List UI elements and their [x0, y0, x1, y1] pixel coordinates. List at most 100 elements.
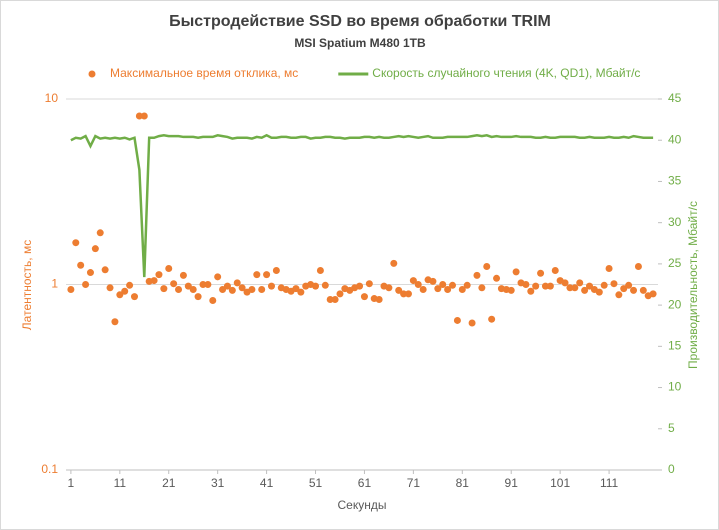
scatter-point — [493, 274, 501, 282]
scatter-point — [209, 296, 217, 304]
y2-tick-label: 30 — [668, 215, 682, 229]
scatter-point — [165, 264, 173, 272]
y-axis-label: Латентность, мс — [20, 240, 34, 330]
scatter-point — [228, 286, 236, 294]
scatter-point — [449, 281, 457, 289]
scatter-point — [439, 281, 447, 288]
scatter-point — [116, 291, 124, 299]
y2-axis-label: Производительность, Мбайт/с — [686, 201, 700, 369]
x-tick-label: 21 — [162, 476, 176, 490]
scatter-point — [463, 281, 471, 289]
scatter-point — [91, 245, 99, 253]
scatter-point — [478, 284, 486, 292]
x-tick-label: 71 — [407, 476, 421, 490]
scatter-point — [419, 285, 427, 293]
y2-tick-label: 10 — [668, 380, 682, 394]
scatter-point — [586, 282, 594, 290]
x-tick-label: 61 — [358, 476, 372, 490]
scatter-point — [96, 229, 104, 237]
scatter-point — [625, 281, 633, 289]
scatter-point — [571, 284, 579, 292]
scatter-point — [121, 287, 129, 295]
scatter-point — [219, 285, 227, 293]
y2-tick-label: 0 — [668, 462, 675, 476]
scatter-point — [292, 285, 300, 293]
scatter-point — [336, 290, 344, 298]
scatter-point — [331, 296, 339, 304]
y2-tick-label: 5 — [668, 421, 675, 435]
scatter-point — [360, 293, 368, 301]
x-tick-label: 41 — [260, 476, 274, 490]
scatter-point — [150, 277, 158, 285]
scatter-point — [561, 279, 569, 287]
scatter-point — [135, 112, 143, 120]
scatter-point — [595, 288, 603, 296]
scatter-point — [634, 263, 642, 271]
scatter-point — [77, 261, 85, 269]
x-tick-label: 11 — [114, 476, 127, 490]
scatter-point — [175, 285, 183, 293]
scatter-point — [233, 279, 241, 287]
scatter-point — [155, 271, 163, 279]
scatter-point — [546, 282, 554, 290]
y2-tick-label: 20 — [668, 297, 682, 311]
scatter-point — [615, 291, 623, 299]
scatter-point — [258, 285, 266, 293]
x-tick-label: 91 — [505, 476, 519, 490]
scatter-point — [434, 285, 442, 293]
scatter-point — [214, 273, 222, 281]
scatter-point — [194, 293, 202, 301]
scatter-point — [566, 284, 574, 292]
scatter-point — [272, 266, 280, 274]
scatter-point — [199, 281, 207, 288]
scatter-point — [630, 286, 638, 294]
scatter-point — [312, 282, 320, 290]
scatter-point — [488, 315, 496, 323]
scatter-point — [111, 318, 119, 326]
scatter-point — [414, 281, 422, 288]
scatter-point — [620, 285, 628, 293]
scatter-point — [532, 282, 540, 290]
y2-tick-label: 25 — [668, 256, 682, 270]
scatter-point — [453, 316, 461, 324]
scatter-point — [82, 281, 90, 288]
scatter-point — [507, 286, 515, 294]
scatter-point — [473, 271, 481, 279]
chart-subtitle: MSI Spatium M480 1TB — [294, 36, 426, 50]
scatter-point — [551, 266, 559, 274]
scatter-point — [512, 268, 520, 276]
scatter-point — [537, 269, 545, 277]
scatter-point — [170, 280, 178, 288]
scatter-point — [263, 271, 271, 279]
scatter-point — [610, 280, 618, 288]
y-tick-label: 0.1 — [41, 462, 58, 476]
scatter-point — [444, 285, 452, 293]
scatter-point — [140, 112, 148, 120]
scatter-point — [468, 319, 476, 327]
scatter-point — [409, 277, 417, 285]
scatter-point — [541, 282, 549, 290]
y2-tick-label: 15 — [668, 339, 682, 353]
scatter-point — [395, 286, 403, 294]
scatter-point — [390, 259, 398, 267]
scatter-point — [483, 263, 491, 271]
scatter-point — [581, 286, 589, 294]
scatter-point — [316, 266, 324, 274]
scatter-point — [458, 285, 466, 293]
scatter-point — [126, 281, 134, 289]
legend-label: Максимальное время отклика, мс — [110, 66, 298, 80]
scatter-point — [297, 288, 305, 296]
scatter-point — [72, 239, 80, 247]
scatter-point — [321, 281, 329, 289]
x-tick-label: 1 — [68, 476, 75, 490]
y-tick-label: 1 — [51, 277, 58, 291]
scatter-point — [375, 296, 383, 304]
x-tick-label: 81 — [456, 476, 470, 490]
scatter-point — [253, 271, 261, 279]
legend-marker — [88, 70, 96, 78]
y2-tick-label: 45 — [668, 91, 682, 105]
scatter-point — [400, 290, 408, 298]
x-tick-label: 101 — [550, 476, 570, 490]
